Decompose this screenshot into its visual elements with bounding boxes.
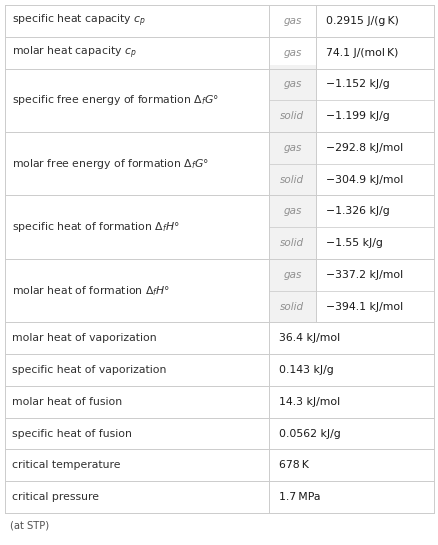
Text: solid: solid [280,111,304,121]
Text: −292.8 kJ/mol: −292.8 kJ/mol [325,143,402,153]
Text: specific free energy of formation $\Delta_f G°$: specific free energy of formation $\Delt… [12,93,219,107]
Bar [268,69,315,132]
Bar [268,418,433,450]
Text: gas: gas [283,47,301,58]
Text: molar heat capacity $c_p$: molar heat capacity $c_p$ [12,45,136,61]
Bar [5,132,268,196]
Bar [268,354,433,386]
Bar [5,5,268,37]
Text: −1.199 kJ/g: −1.199 kJ/g [325,111,389,121]
Text: −304.9 kJ/mol: −304.9 kJ/mol [325,174,403,185]
Bar [315,259,433,323]
Text: specific heat of vaporization: specific heat of vaporization [12,365,166,375]
Bar [268,196,315,259]
Bar [268,5,315,37]
Bar [5,259,268,323]
Text: solid: solid [280,238,304,248]
Bar [268,386,433,418]
Text: molar heat of fusion: molar heat of fusion [12,397,122,407]
Text: 0.2915 J/(g K): 0.2915 J/(g K) [325,16,398,26]
Bar [315,132,433,196]
Text: gas: gas [283,143,301,153]
Text: 1.7 MPa: 1.7 MPa [278,492,320,502]
Bar [5,481,268,513]
Text: specific heat capacity $c_p$: specific heat capacity $c_p$ [12,13,146,29]
Text: 678 K: 678 K [278,461,308,470]
Bar [315,196,433,259]
Text: 0.0562 kJ/g: 0.0562 kJ/g [278,428,340,439]
Text: −1.152 kJ/g: −1.152 kJ/g [325,80,389,89]
Text: 74.1 J/(mol K): 74.1 J/(mol K) [325,47,398,58]
Bar [315,37,433,69]
Text: specific heat of formation $\Delta_f H°$: specific heat of formation $\Delta_f H°$ [12,220,180,234]
Text: gas: gas [283,16,301,26]
Text: molar free energy of formation $\Delta_f G°$: molar free energy of formation $\Delta_f… [12,157,209,171]
Text: solid: solid [280,301,304,312]
Bar [315,5,433,37]
Text: −337.2 kJ/mol: −337.2 kJ/mol [325,270,402,280]
Bar [268,259,315,323]
Text: critical pressure: critical pressure [12,492,99,502]
Text: 14.3 kJ/mol: 14.3 kJ/mol [278,397,339,407]
Bar [268,481,433,513]
Text: −394.1 kJ/mol: −394.1 kJ/mol [325,301,402,312]
Text: solid: solid [280,174,304,185]
Bar [268,323,433,354]
Text: 36.4 kJ/mol: 36.4 kJ/mol [278,334,339,343]
Bar [268,450,433,481]
Bar [5,354,268,386]
Text: −1.55 kJ/g: −1.55 kJ/g [325,238,382,248]
Text: gas: gas [283,80,301,89]
Text: 0.143 kJ/g: 0.143 kJ/g [278,365,333,375]
Text: (at STP): (at STP) [10,521,49,531]
Bar [5,323,268,354]
Text: specific heat of fusion: specific heat of fusion [12,428,131,439]
Text: molar heat of vaporization: molar heat of vaporization [12,334,156,343]
Bar [268,37,315,69]
Bar [5,196,268,259]
Text: critical temperature: critical temperature [12,461,120,470]
Bar [5,37,268,69]
Text: molar heat of formation $\Delta_f H°$: molar heat of formation $\Delta_f H°$ [12,284,170,298]
Bar [315,69,433,132]
Bar [268,132,315,196]
Bar [5,418,268,450]
Text: gas: gas [283,207,301,216]
Bar [5,450,268,481]
Bar [5,69,268,132]
Text: −1.326 kJ/g: −1.326 kJ/g [325,207,389,216]
Text: gas: gas [283,270,301,280]
Bar [5,386,268,418]
